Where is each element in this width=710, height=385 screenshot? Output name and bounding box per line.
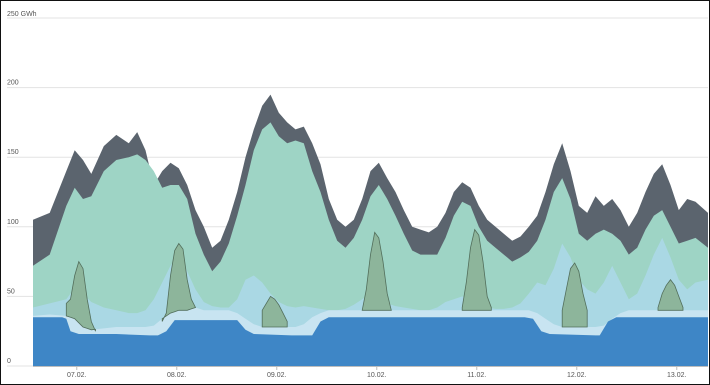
solar-humps: [65, 228, 684, 332]
solar-hump-4: [361, 231, 392, 311]
x-tick-label-09.02.: 09.02.: [267, 372, 287, 379]
x-tick-label-11.02.: 11.02.: [467, 372, 486, 379]
y-axis-unit-label: 250 GWh: [7, 11, 37, 18]
y-tick-label-0: 0: [7, 358, 11, 365]
solar-hump-2: [161, 242, 197, 322]
solar-hump-1: [65, 260, 96, 332]
solar-hump-7: [657, 279, 684, 311]
x-tick-label-10.02.: 10.02.: [367, 372, 387, 379]
x-tick-label-07.02.: 07.02.: [67, 372, 87, 379]
y-tick-label-150: 150: [7, 149, 19, 156]
x-tick-label-08.02.: 08.02.: [167, 372, 187, 379]
x-tick-label-12.02.: 12.02.: [567, 372, 587, 379]
x-tick-label-13.02.: 13.02.: [667, 372, 687, 379]
y-tick-label-100: 100: [7, 219, 19, 226]
x-axis: 07.02. 08.02. 09.02. 10.02. 11.02. 12.02. 13.0…: [67, 366, 687, 379]
solar-hump-6: [561, 262, 588, 328]
series-area-base: [33, 317, 708, 366]
series-areas: [33, 94, 708, 367]
solar-hump-3: [261, 295, 288, 328]
y-tick-label-200: 200: [7, 80, 19, 87]
solar-hump-5: [461, 228, 492, 311]
y-axis: 0 50 100 150 200: [7, 80, 19, 365]
y-tick-label-50: 50: [7, 288, 15, 295]
